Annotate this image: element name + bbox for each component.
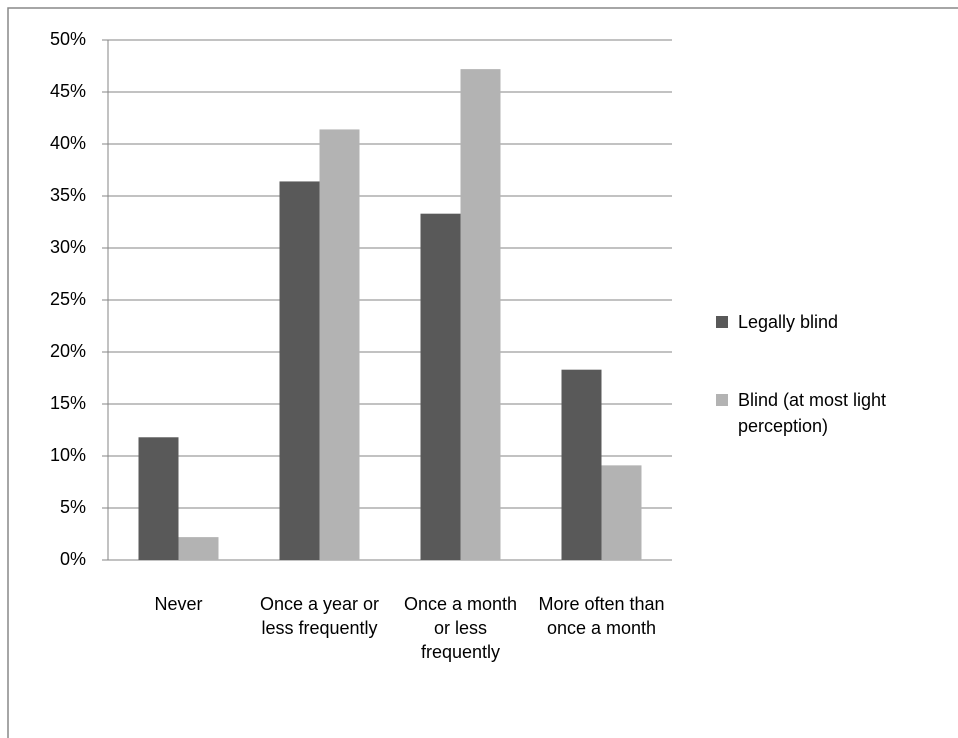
bar: [460, 69, 501, 561]
bar: [420, 213, 461, 560]
y-tick-label: 15%: [50, 393, 86, 413]
legend-label: Blind (at most light perception): [738, 390, 887, 436]
x-tick-label: Once a month or less frequently: [403, 594, 518, 662]
y-tick-label: 10%: [50, 445, 86, 465]
bar: [601, 465, 642, 560]
y-tick-label: 40%: [50, 133, 86, 153]
y-tick-label: 30%: [50, 237, 86, 257]
bar: [319, 129, 360, 560]
chart-border: [7, 7, 958, 738]
bar: [178, 537, 219, 560]
bar: [279, 181, 320, 560]
y-tick-label: 50%: [50, 29, 86, 49]
bar: [138, 437, 179, 560]
legend-swatch: [716, 316, 728, 328]
y-tick-label: 0%: [60, 549, 86, 569]
bar: [561, 369, 602, 560]
legend-swatch: [716, 394, 728, 406]
x-tick-label: More often than once a month: [538, 594, 665, 638]
legend-label: Legally blind: [738, 312, 839, 332]
y-tick-label: 35%: [50, 185, 86, 205]
y-tick-label: 25%: [50, 289, 86, 309]
y-tick-label: 45%: [50, 81, 86, 101]
y-tick-label: 20%: [50, 341, 86, 361]
y-tick-label: 5%: [60, 497, 86, 517]
x-tick-label: Once a year or less frequently: [259, 594, 380, 638]
x-tick-label: Never: [154, 594, 203, 614]
